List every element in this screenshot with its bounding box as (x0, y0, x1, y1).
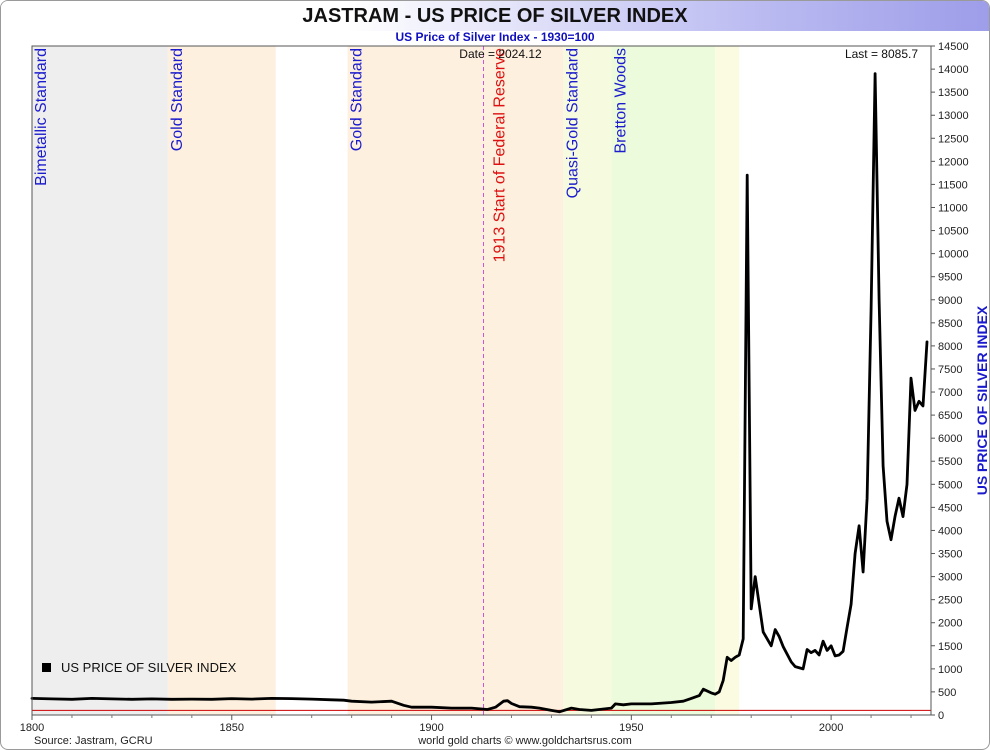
y-tick-label: 11500 (938, 179, 968, 191)
chart-subtitle: US Price of Silver Index - 1930=100 (395, 30, 595, 44)
era-bands (32, 46, 740, 715)
y-tick-label: 3500 (938, 549, 962, 561)
y-tick-label: 0 (938, 710, 944, 722)
plot-border (31, 45, 932, 716)
y-tick-label: 2000 (938, 618, 962, 630)
y-tick-label: 2500 (938, 595, 962, 607)
footer-credit: world gold charts © www.goldchartsrus.co… (417, 735, 632, 747)
date-annotation: Date = 2024.12 (459, 47, 542, 61)
y-tick-label: 8000 (938, 341, 962, 353)
era-band (32, 46, 168, 715)
legend-label: US PRICE OF SILVER INDEX (61, 660, 237, 675)
y-tick-label: 6000 (938, 433, 962, 445)
x-axis: 1800 1850 1900 1950 2000 (20, 715, 912, 734)
y-tick-label: 13000 (938, 110, 969, 122)
y-tick-label: 4000 (938, 525, 962, 537)
title-bar (1, 1, 989, 31)
y-tick-label: 1500 (938, 641, 962, 653)
chart-title: JASTRAM - US PRICE OF SILVER INDEX (302, 5, 688, 27)
fed-reserve-label: 1913 Start of Federal Reserve (491, 48, 508, 262)
x-tick-label: 1850 (220, 722, 244, 734)
y-axis: 0 500 1000 1500 2000 2500 3000 3500 4000 4500 5000… (931, 41, 969, 722)
y-tick-label: 12500 (938, 133, 969, 145)
legend-swatch (42, 663, 51, 672)
x-tick-label: 2000 (819, 722, 843, 734)
era-label: Bimetallic Standard (33, 48, 50, 186)
y-tick-label: 11000 (938, 202, 968, 214)
y-tick-label: 1000 (938, 664, 962, 676)
y-tick-label: 5500 (938, 456, 962, 468)
era-band (347, 46, 564, 715)
y-tick-label: 13500 (938, 87, 969, 99)
y-axis-title: US PRICE OF SILVER INDEX (974, 305, 989, 495)
y-tick-label: 4500 (938, 502, 962, 514)
y-tick-label: 5000 (938, 479, 962, 491)
x-tick-label: 1800 (20, 722, 44, 734)
y-tick-label: 3000 (938, 572, 962, 584)
series-line (30, 72, 929, 714)
era-band (715, 46, 740, 715)
x-tick-label: 1950 (619, 722, 643, 734)
y-tick-label: 10000 (938, 249, 969, 261)
y-tick-label: 14500 (938, 41, 969, 53)
y-tick-label: 14000 (938, 64, 969, 76)
y-tick-label: 9500 (938, 272, 962, 284)
era-label: Gold Standard (169, 48, 186, 151)
x-tick-label: 1900 (419, 722, 443, 734)
era-band (611, 46, 716, 715)
era-label: Bretton Woods (612, 48, 629, 154)
y-tick-label: 10500 (938, 226, 969, 238)
y-tick-label: 500 (938, 687, 956, 699)
last-value-annotation: Last = 8085.7 (845, 47, 918, 61)
era-labels: Bimetallic Standard Gold Standard Gold Sta… (33, 48, 629, 198)
era-label: Quasi-Gold Standard (564, 48, 581, 198)
y-tick-label: 7500 (938, 364, 962, 376)
series-group (30, 72, 929, 714)
y-tick-label: 9000 (938, 295, 962, 307)
y-tick-label: 7000 (938, 387, 962, 399)
era-band (563, 46, 612, 715)
y-tick-label: 6500 (938, 410, 962, 422)
era-band (167, 46, 276, 715)
y-tick-label: 12000 (938, 156, 969, 168)
y-tick-label: 8500 (938, 318, 962, 330)
footer-source: Source: Jastram, GCRU (34, 735, 153, 747)
era-label: Gold Standard (349, 48, 366, 151)
